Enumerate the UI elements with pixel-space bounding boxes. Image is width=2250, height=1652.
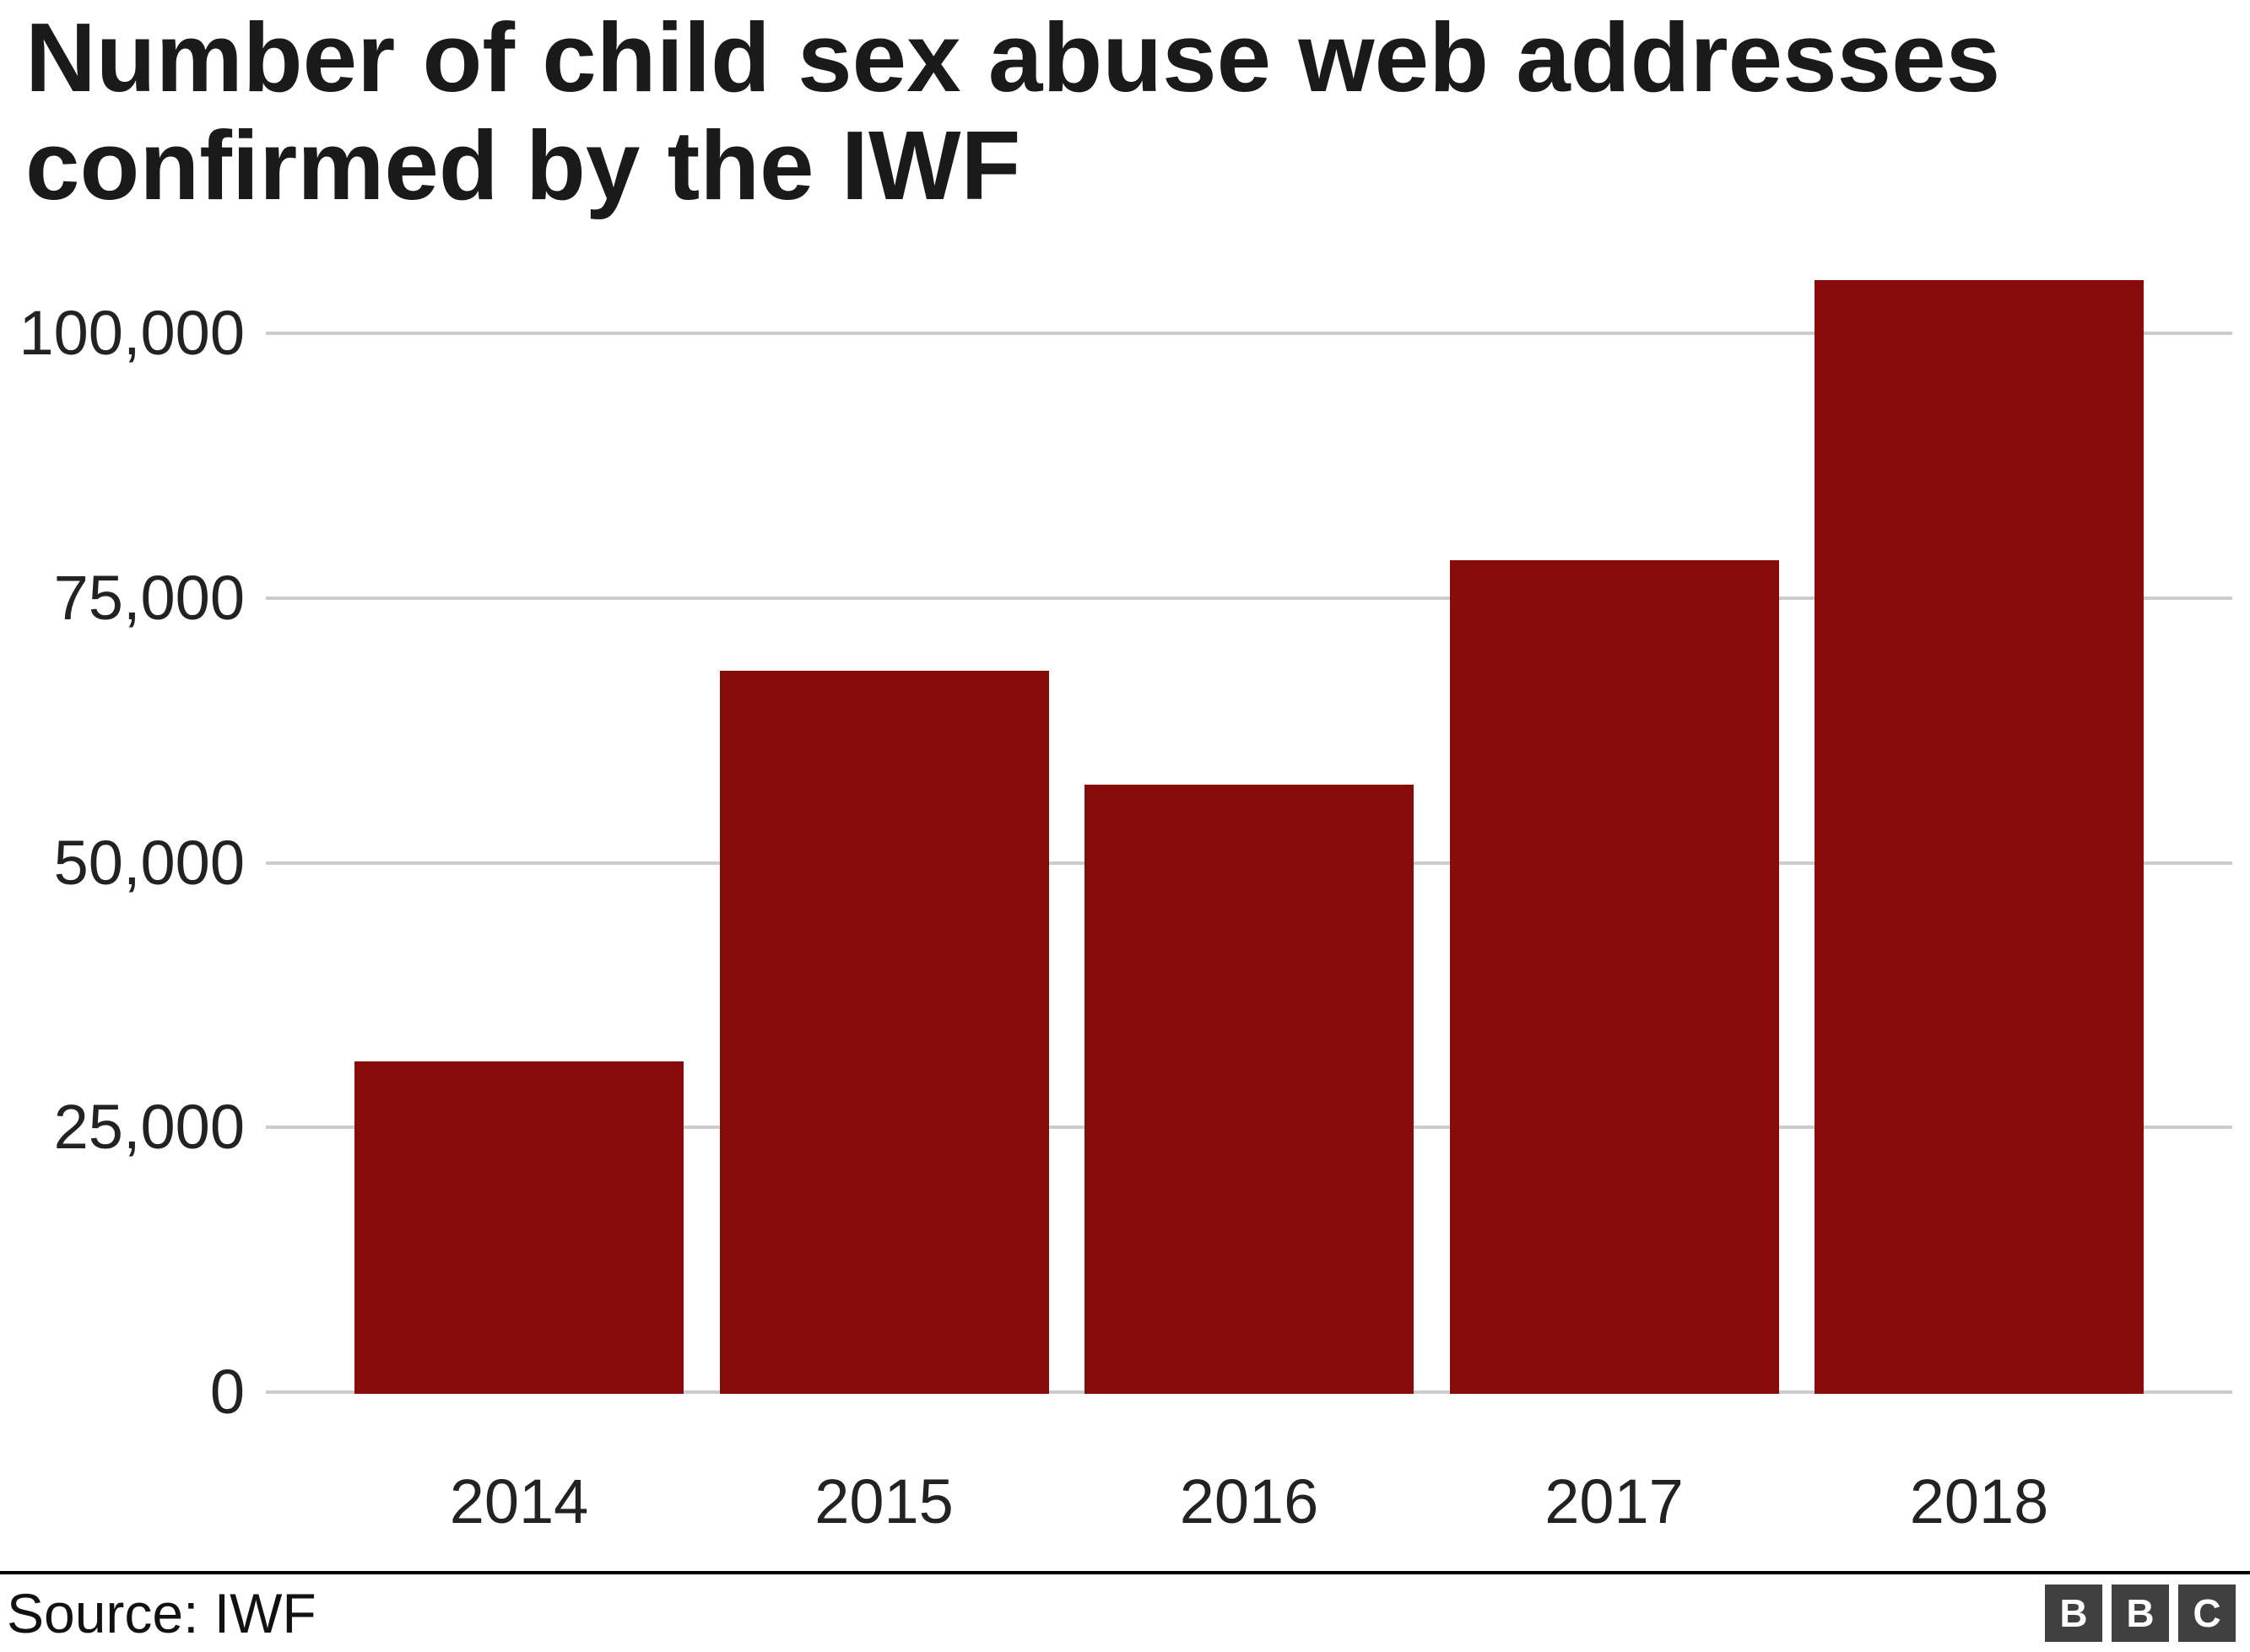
y-tick-label-25000: 25,000 xyxy=(53,1092,245,1163)
bbc-logo-letter: B xyxy=(2126,1591,2155,1635)
gridline-75000 xyxy=(266,596,2232,600)
bar-2018 xyxy=(1815,279,2144,1394)
y-tick-label-75000: 75,000 xyxy=(53,562,245,633)
gridline-100000 xyxy=(266,332,2232,335)
bar-2015 xyxy=(719,671,1049,1394)
bar-2016 xyxy=(1084,785,1414,1394)
x-tick-label-2016: 2016 xyxy=(1179,1466,1319,1536)
x-tick-label-2017: 2017 xyxy=(1544,1466,1684,1536)
x-tick-label-2014: 2014 xyxy=(449,1466,589,1536)
bbc-logo-block-3: C xyxy=(2178,1585,2236,1642)
y-tick-label-0: 0 xyxy=(209,1357,245,1427)
bbc-logo-block-1: B xyxy=(2045,1585,2102,1642)
bar-2014 xyxy=(354,1061,684,1394)
source-label: Source: IWF xyxy=(7,1582,316,1644)
bbc-logo-letter: C xyxy=(2193,1591,2221,1635)
chart-title: Number of child sex abuse web addresses … xyxy=(25,3,2001,220)
bbc-logo-block-2: B xyxy=(2112,1585,2169,1642)
footer: Source: IWF B B C xyxy=(0,1574,2250,1652)
y-tick-label-100000: 100,000 xyxy=(19,298,246,368)
bbc-logo-letter: B xyxy=(2059,1591,2088,1635)
x-tick-label-2018: 2018 xyxy=(1909,1466,2049,1536)
bbc-logo: B B C xyxy=(2045,1585,2236,1642)
y-tick-label-50000: 50,000 xyxy=(53,827,245,898)
x-tick-label-2015: 2015 xyxy=(814,1466,954,1536)
bar-2017 xyxy=(1449,559,1779,1394)
footer-divider xyxy=(0,1571,2250,1574)
